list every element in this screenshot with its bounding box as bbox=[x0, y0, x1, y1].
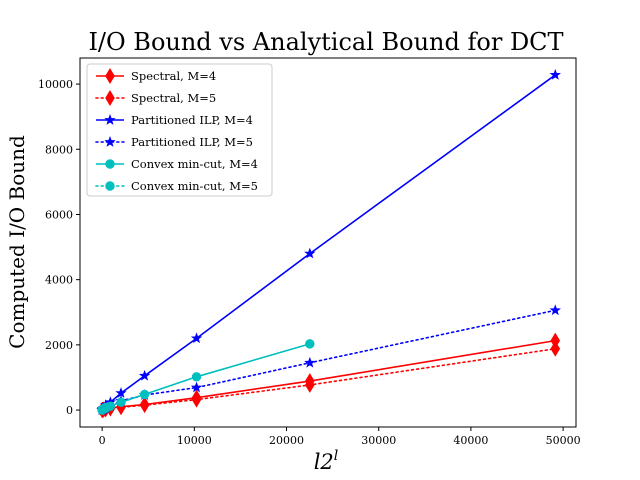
x-tick-label: 50000 bbox=[546, 434, 581, 447]
y-tick-label: 8000 bbox=[45, 143, 73, 156]
series-5 bbox=[97, 403, 111, 415]
y-tick-label: 4000 bbox=[45, 274, 73, 287]
chart-title: I/O Bound vs Analytical Bound for DCT bbox=[88, 28, 563, 56]
y-axis-label: Computed I/O Bound bbox=[5, 135, 29, 349]
x-tick-label: 10000 bbox=[177, 434, 212, 447]
data-point bbox=[305, 376, 315, 393]
data-point bbox=[304, 356, 316, 368]
data-point bbox=[305, 339, 315, 349]
y-tick-label: 10000 bbox=[38, 78, 73, 91]
data-point bbox=[190, 332, 203, 344]
legend-marker-sample bbox=[105, 159, 115, 169]
legend-label: Convex min-cut, M=4 bbox=[131, 157, 258, 171]
data-point bbox=[549, 68, 561, 80]
legend-marker-sample bbox=[104, 114, 116, 125]
series-layer bbox=[96, 68, 561, 419]
y-tick-label: 2000 bbox=[45, 339, 73, 352]
legend-entry: Partitioned ILP, M=5 bbox=[95, 135, 253, 149]
plot-area: 0 10000 20000 30000 40000 50000 0 2000 4000 6000 8… bbox=[38, 57, 581, 447]
data-point bbox=[139, 397, 150, 414]
legend-entry: Spectral, M=4 bbox=[96, 68, 216, 84]
data-point bbox=[191, 391, 202, 408]
legend-label: Partitioned ILP, M=4 bbox=[131, 113, 253, 127]
axes-frame bbox=[79, 57, 577, 428]
data-point bbox=[190, 381, 203, 393]
legend-entry: Spectral, M=5 bbox=[95, 90, 216, 106]
legend-label: Partitioned ILP, M=5 bbox=[131, 135, 253, 149]
y-tick-label: 6000 bbox=[45, 208, 73, 221]
x-axis-label-superscript: l bbox=[334, 448, 338, 464]
legend-marker-sample bbox=[105, 181, 115, 191]
legend-marker-sample bbox=[104, 136, 116, 147]
data-point bbox=[100, 403, 111, 413]
data-point bbox=[550, 340, 561, 357]
legend: Spectral, M=4 Spectral, M=5 Partitioned IL… bbox=[86, 63, 273, 197]
data-point bbox=[139, 389, 150, 400]
x-tick-label: 0 bbox=[99, 434, 106, 447]
legend-label: Spectral, M=5 bbox=[131, 91, 216, 105]
x-axis-label: l2l bbox=[314, 448, 339, 474]
x-tick-label: 30000 bbox=[361, 434, 396, 447]
legend-entry: Convex min-cut, M=5 bbox=[95, 179, 258, 193]
data-point bbox=[549, 304, 561, 316]
legend-marker-sample bbox=[105, 90, 115, 106]
legend-label: Convex min-cut, M=5 bbox=[131, 179, 258, 193]
data-point bbox=[191, 372, 202, 382]
legend-marker-sample bbox=[105, 68, 115, 84]
legend-label: Spectral, M=4 bbox=[131, 69, 216, 83]
x-tick-label: 40000 bbox=[453, 434, 488, 447]
legend-entry: Convex min-cut, M=4 bbox=[96, 157, 258, 171]
ticks-layer: 0 10000 20000 30000 40000 50000 0 2000 4000 6000 8… bbox=[38, 78, 581, 447]
y-tick-label: 0 bbox=[66, 404, 73, 417]
legend-box bbox=[86, 63, 273, 197]
x-tick-label: 20000 bbox=[269, 434, 304, 447]
data-point bbox=[304, 247, 316, 259]
legend-entry: Partitioned ILP, M=4 bbox=[96, 113, 253, 127]
x-axis-label-base: l2 bbox=[314, 450, 334, 474]
data-point bbox=[138, 369, 151, 381]
data-point bbox=[116, 397, 126, 407]
legend-entries: Spectral, M=4 Spectral, M=5 Partitioned IL… bbox=[95, 68, 258, 193]
